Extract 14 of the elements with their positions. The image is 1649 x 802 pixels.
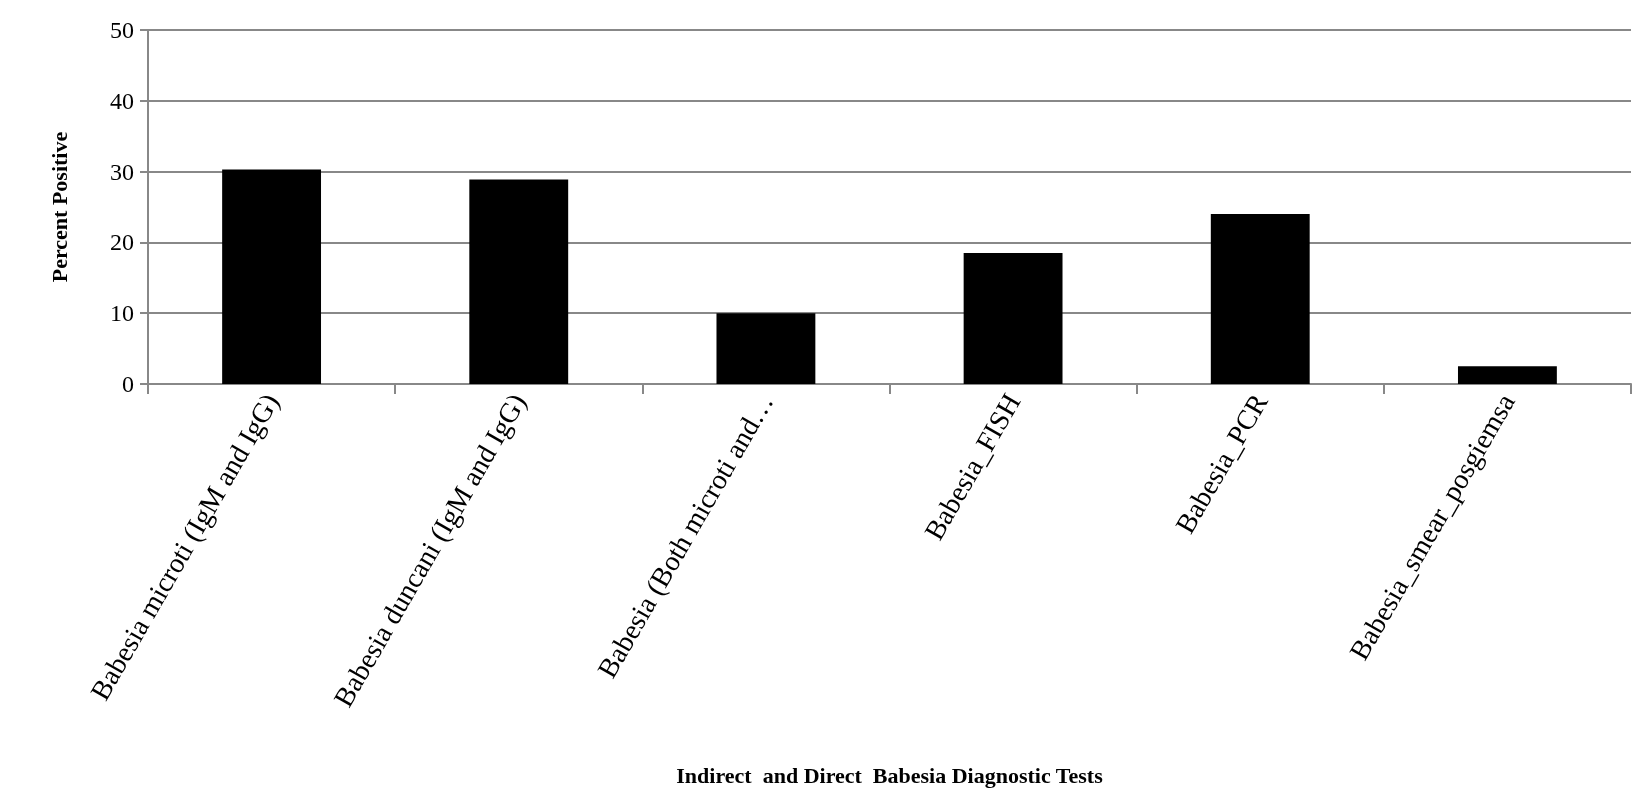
- bar: [963, 253, 1063, 384]
- bar: [1210, 214, 1310, 384]
- y-tick-label: 0: [122, 371, 134, 397]
- y-tick-label: 20: [110, 229, 134, 256]
- y-tick-label: 10: [110, 300, 134, 327]
- x-axis-title: Indirect and Direct Babesia Diagnostic Tests: [676, 762, 1104, 788]
- bar: [469, 179, 569, 384]
- bar: [222, 169, 322, 384]
- bar: [716, 313, 816, 384]
- y-tick-label: 50: [110, 17, 134, 43]
- y-tick-label: 30: [110, 158, 134, 185]
- bar: [1457, 366, 1557, 384]
- y-axis-title: Percent Positive: [46, 131, 72, 283]
- y-tick-label: 40: [110, 87, 134, 114]
